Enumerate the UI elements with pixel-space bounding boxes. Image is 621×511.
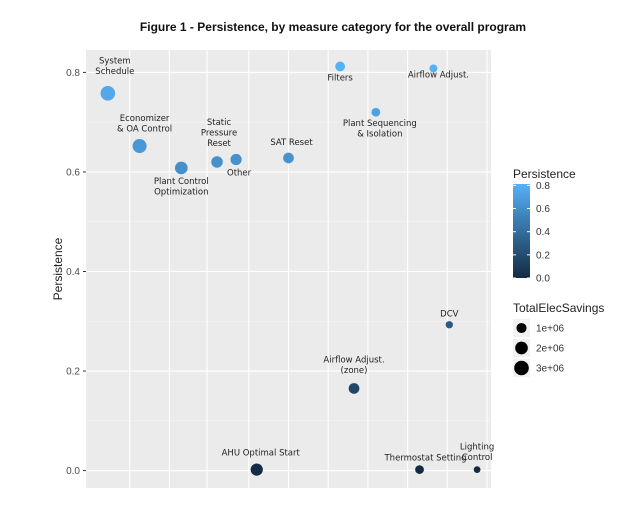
size-legend-label: 1e+06 bbox=[536, 324, 565, 335]
data-point bbox=[429, 64, 438, 73]
color-legend-label: 0.6 bbox=[536, 204, 550, 215]
y-tick-label: 0.2 bbox=[66, 367, 80, 378]
point-label: Other bbox=[227, 169, 252, 179]
grid-lines bbox=[86, 50, 491, 488]
color-legend-label: 0.0 bbox=[536, 274, 550, 285]
y-axis: 0.0 0.2 0.4 0.6 0.8 bbox=[66, 68, 86, 477]
size-legend-label: 2e+06 bbox=[536, 344, 565, 355]
color-legend-label: 0.2 bbox=[536, 250, 550, 261]
data-point bbox=[415, 465, 424, 474]
point-label: Economizer & OA Control bbox=[117, 114, 172, 135]
chart-title: Figure 1 - Persistence, by measure categ… bbox=[140, 20, 526, 34]
point-label: Airflow Adjust. bbox=[408, 70, 469, 80]
point-label: SAT Reset bbox=[270, 138, 313, 148]
point-label: AHU Optimal Start bbox=[222, 449, 301, 459]
size-legend-title: TotalElecSavings bbox=[513, 301, 604, 315]
data-point bbox=[132, 139, 147, 154]
point-label: Lighting Control bbox=[460, 443, 494, 464]
color-legend-title: Persistence bbox=[513, 167, 576, 181]
y-tick-label: 0.4 bbox=[66, 267, 80, 278]
point-label: Airflow Adjust. (zone) bbox=[323, 355, 384, 376]
color-legend-label: 0.8 bbox=[536, 181, 550, 192]
size-legend: TotalElecSavings 1e+06 2e+06 3e+06 bbox=[513, 301, 604, 377]
color-legend: Persistence 0.0 0.2 0.4 0.6 0.8 bbox=[513, 167, 576, 285]
data-point bbox=[348, 383, 360, 394]
size-legend-label: 3e+06 bbox=[536, 364, 565, 375]
data-point bbox=[335, 61, 346, 72]
size-legend-dot bbox=[516, 322, 527, 334]
size-legend-dot bbox=[514, 360, 529, 376]
data-point bbox=[250, 463, 263, 476]
data-point bbox=[445, 321, 453, 329]
y-tick-label: 0.8 bbox=[66, 68, 80, 79]
point-label: Thermostat Setting bbox=[383, 454, 466, 464]
point-label: Filters bbox=[327, 73, 353, 83]
data-point bbox=[371, 107, 381, 117]
data-point bbox=[100, 86, 116, 101]
point-label: DCV bbox=[440, 310, 458, 320]
data-point bbox=[230, 153, 242, 166]
point-labels: System Schedule Economizer & OA Control Plan… bbox=[95, 56, 494, 463]
point-label: Plant Control Optimization bbox=[154, 177, 209, 198]
data-points bbox=[100, 61, 481, 476]
data-point bbox=[174, 161, 188, 175]
y-tick-label: 0.0 bbox=[66, 466, 80, 477]
point-label: System Schedule bbox=[95, 56, 134, 77]
point-label: Static Pressure Reset bbox=[201, 118, 237, 149]
data-point bbox=[473, 466, 481, 473]
color-legend-bar bbox=[513, 184, 530, 278]
y-tick-label: 0.6 bbox=[66, 167, 80, 178]
y-axis-label: Persistence bbox=[51, 237, 65, 300]
point-label: Plant Sequencing & Isolation bbox=[343, 119, 417, 140]
data-point bbox=[283, 152, 294, 164]
color-legend-label: 0.4 bbox=[536, 227, 550, 238]
data-point bbox=[211, 156, 223, 168]
size-legend-dot bbox=[515, 341, 528, 355]
